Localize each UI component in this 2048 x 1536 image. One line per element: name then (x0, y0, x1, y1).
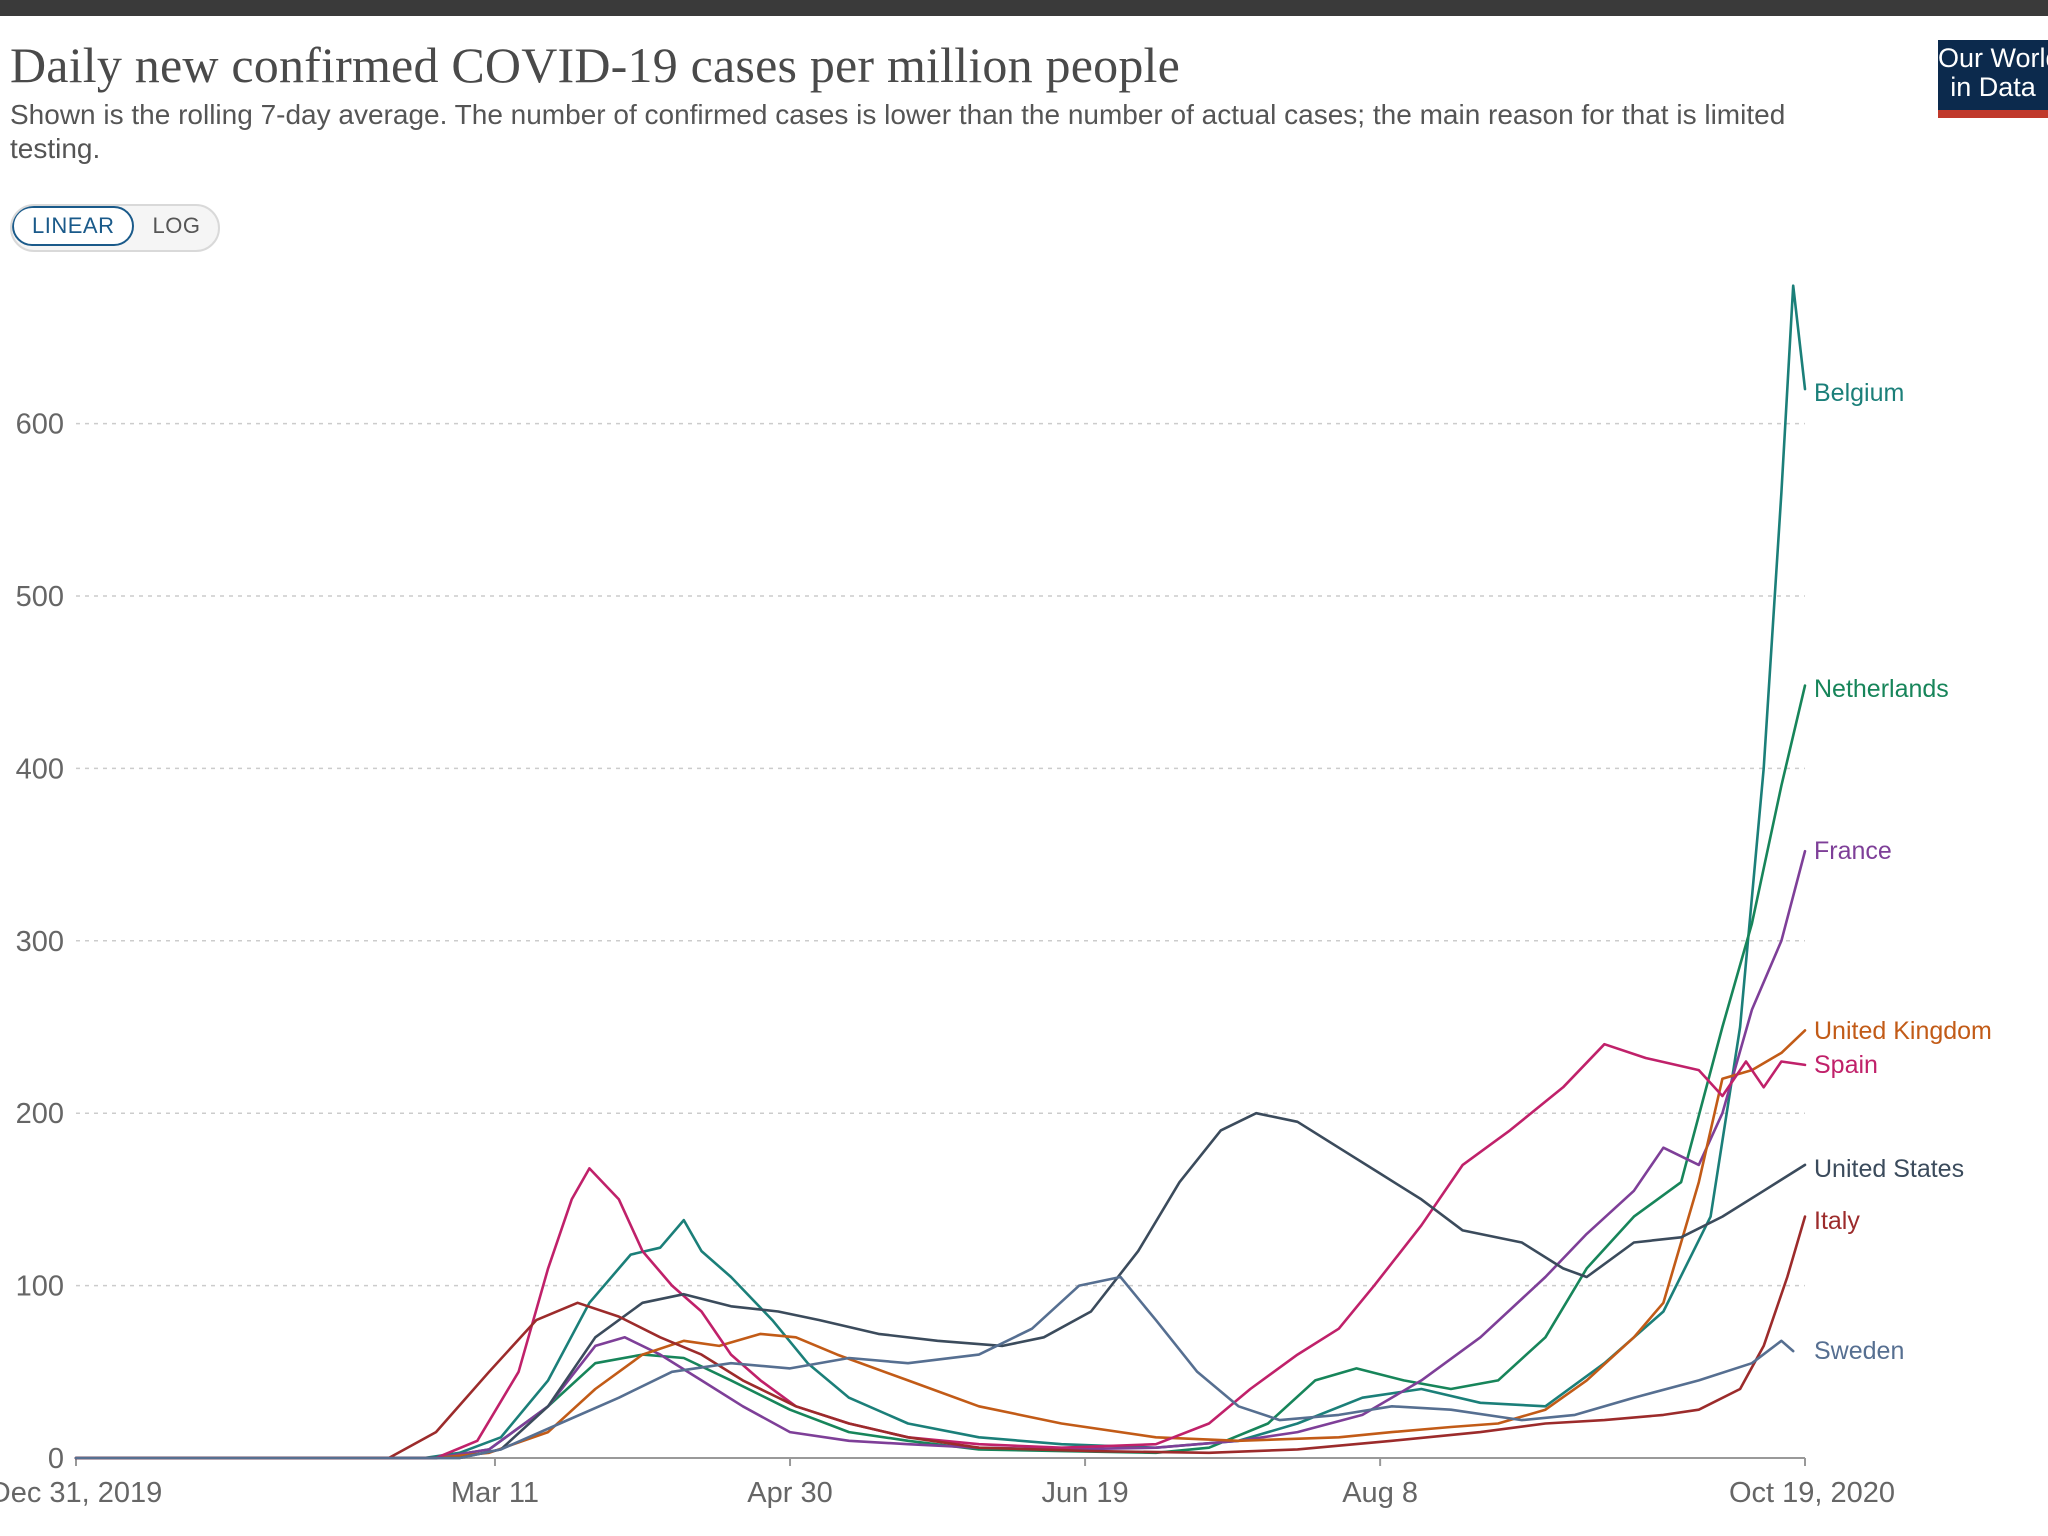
series-label-united-states[interactable]: United States (1814, 1155, 1964, 1183)
x-tick-label: Oct 19, 2020 (1729, 1477, 1895, 1509)
x-tick-label: Apr 30 (747, 1477, 832, 1509)
series-lines (74, 284, 1807, 1460)
series-label-france[interactable]: France (1814, 837, 1892, 865)
x-tick-label: Dec 31, 2019 (0, 1477, 162, 1509)
chart-subtitle: Shown is the rolling 7-day average. The … (10, 99, 1786, 164)
linear-scale-button[interactable]: LINEAR (12, 206, 135, 246)
owid-logo[interactable]: Our World in Data (1938, 40, 2048, 118)
series-label-united-kingdom[interactable]: United Kingdom (1814, 1017, 1992, 1045)
series-line-netherlands[interactable] (74, 684, 1807, 1460)
series-label-sweden[interactable]: Sweden (1814, 1337, 1904, 1365)
series-label-netherlands[interactable]: Netherlands (1814, 675, 1949, 703)
x-axis: Dec 31, 2019 Mar 11 Apr 30 Jun 19 Aug 8 Oct 1… (0, 1457, 1895, 1509)
gridlines (76, 422, 1805, 1287)
x-tick-label: Aug 8 (1342, 1477, 1418, 1509)
y-tick-label: 500 (16, 581, 64, 613)
x-tick-label: Jun 19 (1042, 1477, 1129, 1509)
logo-line-2: in Data (1950, 72, 2036, 102)
series-line-united-states[interactable] (74, 1111, 1807, 1460)
series-label-italy[interactable]: Italy (1814, 1207, 1860, 1235)
y-axis-ticks: 0 100 200 300 400 500 600 (16, 409, 64, 1475)
series-labels: Belgium Netherlands France United Kingdom Sp… (1814, 379, 1992, 1365)
log-scale-button[interactable]: LOG (152, 213, 201, 238)
series-label-belgium[interactable]: Belgium (1814, 379, 1904, 407)
y-tick-label: 200 (16, 1098, 64, 1130)
y-tick-label: 0 (48, 1443, 64, 1475)
series-line-sweden[interactable] (74, 1275, 1795, 1460)
y-tick-label: 100 (16, 1271, 64, 1303)
y-tick-label: 300 (16, 926, 64, 958)
y-tick-label: 400 (16, 753, 64, 785)
series-line-spain[interactable] (74, 1042, 1807, 1460)
x-tick-label: Mar 11 (451, 1477, 539, 1509)
series-line-belgium[interactable] (74, 284, 1807, 1460)
y-tick-label: 600 (16, 409, 64, 441)
series-line-italy[interactable] (74, 1215, 1807, 1460)
scale-toggle: LINEAR LOG (10, 204, 221, 252)
series-line-france[interactable] (74, 849, 1807, 1460)
logo-line-1: Our World (1938, 43, 2048, 73)
chart-title: Daily new confirmed COVID-19 cases per m… (10, 37, 1180, 93)
top-bar (0, 0, 2048, 16)
series-label-spain[interactable]: Spain (1814, 1051, 1878, 1079)
series-line-united-kingdom[interactable] (74, 1029, 1807, 1460)
